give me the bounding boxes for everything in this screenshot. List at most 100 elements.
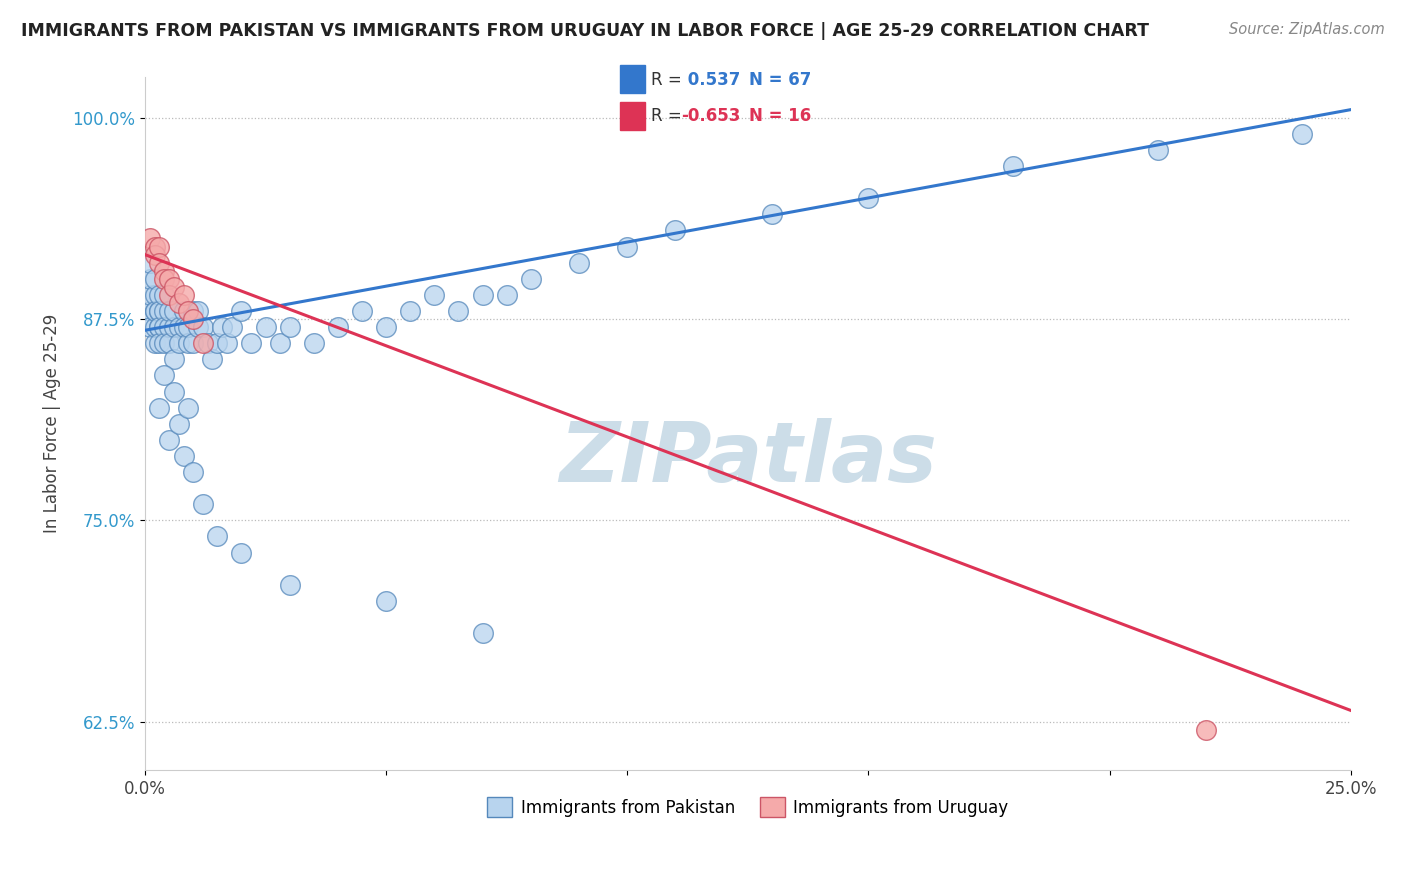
Point bbox=[148, 288, 170, 302]
Point bbox=[163, 320, 186, 334]
Point bbox=[191, 336, 214, 351]
Point bbox=[163, 304, 186, 318]
Point bbox=[177, 304, 200, 318]
Point bbox=[148, 239, 170, 253]
Point bbox=[191, 497, 214, 511]
Point bbox=[302, 336, 325, 351]
Point bbox=[143, 239, 166, 253]
Point bbox=[148, 255, 170, 269]
Text: ZIPatlas: ZIPatlas bbox=[558, 417, 936, 499]
Point bbox=[167, 320, 190, 334]
Point bbox=[173, 304, 195, 318]
Point bbox=[153, 368, 176, 383]
Point bbox=[858, 191, 880, 205]
Point bbox=[157, 433, 180, 447]
Point bbox=[187, 304, 209, 318]
Point bbox=[173, 288, 195, 302]
Point bbox=[197, 336, 219, 351]
Point bbox=[153, 304, 176, 318]
Point bbox=[177, 320, 200, 334]
Point bbox=[215, 336, 238, 351]
Legend: Immigrants from Pakistan, Immigrants from Uruguay: Immigrants from Pakistan, Immigrants fro… bbox=[481, 790, 1015, 824]
Point bbox=[148, 336, 170, 351]
Point bbox=[201, 352, 224, 367]
Point bbox=[177, 401, 200, 415]
Point bbox=[148, 401, 170, 415]
Point bbox=[221, 320, 243, 334]
Point bbox=[139, 255, 162, 269]
Point bbox=[153, 336, 176, 351]
Point bbox=[167, 296, 190, 310]
Text: Source: ZipAtlas.com: Source: ZipAtlas.com bbox=[1229, 22, 1385, 37]
Text: R =: R = bbox=[651, 107, 688, 125]
Point bbox=[143, 304, 166, 318]
Text: N = 67: N = 67 bbox=[748, 70, 811, 88]
Text: N = 16: N = 16 bbox=[748, 107, 811, 125]
Point bbox=[1002, 159, 1025, 173]
Point bbox=[375, 594, 398, 608]
Point bbox=[143, 288, 166, 302]
Point bbox=[139, 272, 162, 286]
Point bbox=[167, 336, 190, 351]
Point bbox=[471, 288, 494, 302]
Point bbox=[181, 336, 204, 351]
Point bbox=[181, 465, 204, 479]
Point bbox=[231, 304, 253, 318]
Point bbox=[231, 545, 253, 559]
Point bbox=[240, 336, 263, 351]
Point bbox=[139, 320, 162, 334]
Point bbox=[148, 304, 170, 318]
Point bbox=[143, 320, 166, 334]
Point bbox=[167, 417, 190, 431]
Text: -0.653: -0.653 bbox=[682, 107, 741, 125]
Point bbox=[399, 304, 422, 318]
Point bbox=[139, 304, 162, 318]
Point bbox=[163, 352, 186, 367]
Point bbox=[157, 320, 180, 334]
Point bbox=[148, 320, 170, 334]
Point bbox=[173, 449, 195, 463]
Point bbox=[163, 280, 186, 294]
Point bbox=[761, 207, 783, 221]
Point bbox=[269, 336, 291, 351]
Point bbox=[1195, 723, 1218, 737]
Point bbox=[143, 336, 166, 351]
Point bbox=[157, 336, 180, 351]
Point bbox=[568, 255, 591, 269]
Point bbox=[350, 304, 373, 318]
Point bbox=[616, 239, 638, 253]
Point bbox=[211, 320, 233, 334]
Point bbox=[207, 529, 229, 543]
Point bbox=[254, 320, 277, 334]
Point bbox=[278, 320, 301, 334]
Point bbox=[157, 272, 180, 286]
Point bbox=[157, 288, 180, 302]
Point bbox=[664, 223, 686, 237]
Point bbox=[177, 336, 200, 351]
Point bbox=[148, 320, 170, 334]
Point bbox=[187, 320, 209, 334]
Point bbox=[278, 578, 301, 592]
Point bbox=[173, 320, 195, 334]
Point bbox=[495, 288, 517, 302]
Point bbox=[143, 247, 166, 261]
Point bbox=[139, 288, 162, 302]
Text: IMMIGRANTS FROM PAKISTAN VS IMMIGRANTS FROM URUGUAY IN LABOR FORCE | AGE 25-29 C: IMMIGRANTS FROM PAKISTAN VS IMMIGRANTS F… bbox=[21, 22, 1149, 40]
Y-axis label: In Labor Force | Age 25-29: In Labor Force | Age 25-29 bbox=[44, 314, 60, 533]
Bar bbox=[620, 103, 644, 130]
Bar bbox=[620, 65, 644, 94]
Point bbox=[143, 272, 166, 286]
Point bbox=[207, 336, 229, 351]
Point bbox=[143, 304, 166, 318]
Point bbox=[153, 272, 176, 286]
Point bbox=[375, 320, 398, 334]
Point bbox=[191, 320, 214, 334]
Point bbox=[520, 272, 543, 286]
Point bbox=[163, 384, 186, 399]
Point bbox=[1291, 127, 1313, 141]
Point bbox=[153, 320, 176, 334]
Point bbox=[471, 626, 494, 640]
Point bbox=[1146, 143, 1168, 157]
Point bbox=[148, 304, 170, 318]
Point bbox=[157, 304, 180, 318]
